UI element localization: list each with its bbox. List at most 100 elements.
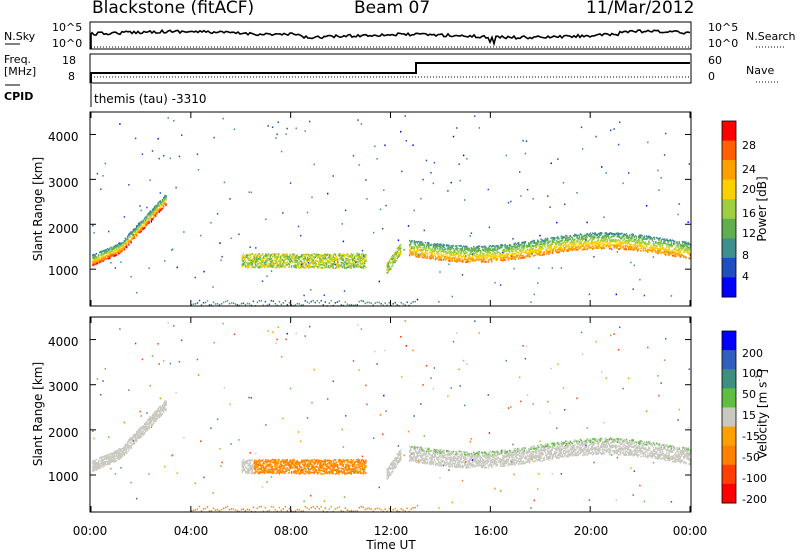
power-cell bbox=[555, 243, 557, 245]
power-cell bbox=[515, 246, 518, 248]
power-cell bbox=[539, 249, 541, 252]
power-cell bbox=[331, 265, 333, 267]
power-cell bbox=[592, 241, 594, 243]
xtick-6: 00:00 bbox=[672, 524, 708, 538]
power-cell bbox=[552, 237, 555, 240]
power-cell bbox=[506, 250, 509, 252]
power-cell bbox=[410, 252, 412, 255]
power-cell bbox=[628, 172, 630, 174]
power-cell bbox=[304, 267, 306, 269]
power-cell bbox=[647, 247, 649, 249]
power-cell bbox=[278, 300, 281, 303]
power-cell bbox=[330, 257, 332, 259]
power-cell bbox=[178, 155, 181, 158]
power-cell bbox=[562, 250, 565, 253]
power-cell bbox=[477, 256, 479, 258]
power-cell bbox=[665, 132, 667, 135]
power-cell bbox=[439, 246, 441, 249]
power-cell bbox=[529, 248, 531, 250]
power-cell bbox=[542, 239, 544, 242]
power-cell bbox=[671, 254, 674, 257]
power-cell bbox=[625, 233, 628, 235]
power-cell bbox=[593, 232, 595, 235]
power-cell bbox=[263, 263, 265, 265]
power-cell bbox=[345, 257, 347, 260]
power-cell bbox=[479, 249, 482, 252]
power-cell bbox=[257, 266, 259, 269]
power-cell bbox=[349, 264, 351, 267]
power-cell bbox=[279, 260, 282, 262]
power-cell bbox=[642, 240, 644, 243]
power-cell bbox=[657, 249, 659, 252]
power-cell bbox=[103, 253, 105, 255]
power-cell bbox=[251, 266, 254, 269]
power-cell bbox=[311, 266, 313, 268]
power-cell bbox=[268, 265, 270, 268]
power-cell bbox=[356, 266, 358, 268]
power-cell bbox=[633, 243, 635, 246]
power-cell bbox=[551, 267, 553, 269]
power-cell bbox=[497, 255, 500, 258]
power-cell bbox=[106, 254, 109, 257]
velocity-cell bbox=[99, 464, 101, 466]
power-cell bbox=[642, 246, 644, 249]
power-cell bbox=[597, 233, 600, 235]
power-cell bbox=[120, 247, 122, 250]
power-cell bbox=[594, 241, 596, 243]
power-cell bbox=[429, 244, 431, 247]
power-cell bbox=[113, 250, 115, 253]
power-cell bbox=[128, 184, 130, 186]
power-cell bbox=[529, 244, 531, 246]
power-cell bbox=[165, 204, 167, 206]
power-cell bbox=[687, 248, 689, 251]
power-cell bbox=[431, 256, 433, 259]
power-cell bbox=[496, 258, 498, 261]
power-cell bbox=[555, 246, 557, 248]
power-cell bbox=[530, 242, 532, 245]
freq-label: Freq. bbox=[4, 53, 32, 66]
power-cell bbox=[310, 256, 312, 258]
power-cell bbox=[434, 255, 437, 258]
power-cell bbox=[514, 253, 516, 255]
power-cell bbox=[505, 154, 507, 157]
power-cell bbox=[556, 221, 558, 224]
power-cell bbox=[676, 241, 678, 243]
power-cell bbox=[458, 254, 460, 257]
velocity-cell bbox=[97, 467, 100, 470]
power-cell bbox=[459, 260, 461, 262]
power-cell bbox=[409, 239, 411, 242]
power-cell bbox=[157, 205, 159, 207]
power-cell bbox=[451, 254, 453, 256]
power-cell bbox=[530, 301, 532, 303]
power-cell bbox=[461, 260, 464, 262]
power-cell bbox=[560, 235, 562, 238]
power-cell bbox=[400, 253, 402, 256]
power-cell bbox=[358, 257, 360, 259]
power-cell bbox=[247, 259, 249, 261]
power-cell bbox=[288, 301, 291, 304]
power-cell bbox=[263, 261, 265, 263]
power-cell bbox=[461, 256, 464, 258]
power-cell bbox=[429, 255, 431, 258]
power-cell bbox=[115, 246, 118, 248]
power-cell bbox=[350, 264, 352, 267]
power-cell bbox=[411, 252, 413, 254]
power-cell bbox=[474, 115, 476, 117]
power-cell bbox=[194, 276, 196, 279]
power-cell bbox=[338, 253, 340, 255]
power-cell bbox=[601, 246, 603, 249]
power-cell bbox=[465, 245, 467, 248]
power-cell bbox=[160, 201, 163, 204]
power-cell bbox=[637, 240, 639, 242]
power-cell bbox=[392, 261, 394, 264]
power-cell bbox=[620, 237, 622, 240]
power-cell bbox=[398, 252, 401, 254]
power-cell bbox=[544, 246, 547, 249]
power-cell bbox=[514, 242, 516, 244]
power-cell bbox=[451, 295, 453, 298]
power-cell bbox=[465, 256, 467, 258]
power-cell bbox=[561, 239, 564, 242]
power-cell bbox=[137, 225, 139, 227]
power-cell bbox=[260, 254, 263, 257]
power-cell bbox=[456, 127, 458, 129]
